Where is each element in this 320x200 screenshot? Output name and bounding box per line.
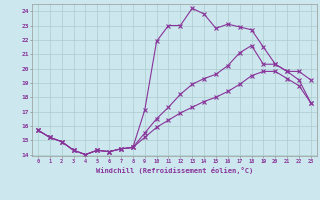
X-axis label: Windchill (Refroidissement éolien,°C): Windchill (Refroidissement éolien,°C) bbox=[96, 167, 253, 174]
